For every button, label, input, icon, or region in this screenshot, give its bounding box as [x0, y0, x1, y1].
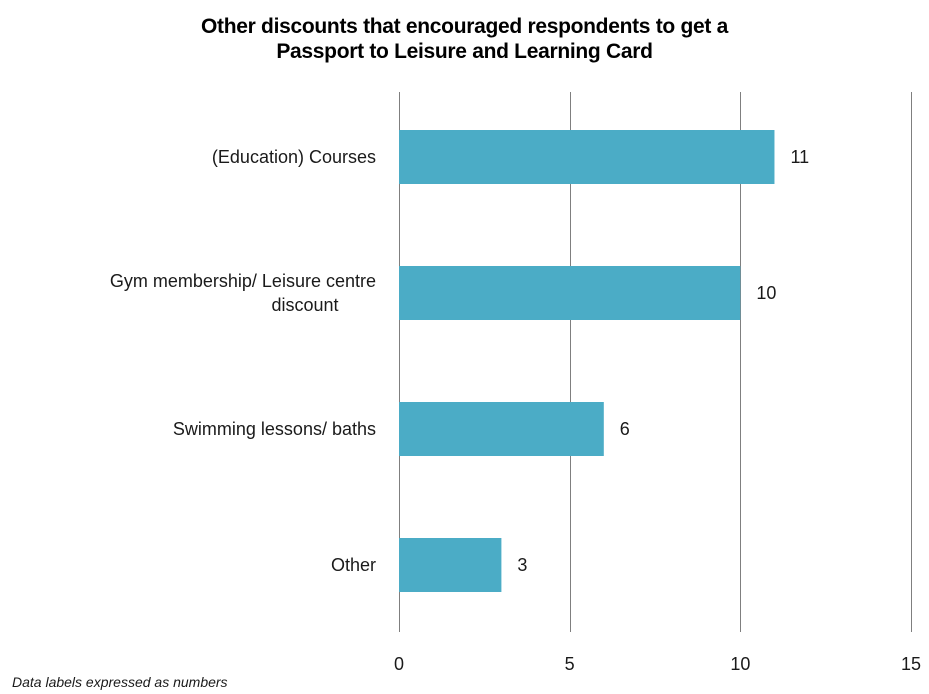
bars — [399, 130, 775, 592]
bar — [399, 538, 502, 592]
x-tick-label: 0 — [394, 654, 404, 674]
x-tick-labels: 0 5 10 15 — [394, 654, 921, 674]
x-tick-label: 10 — [730, 654, 750, 674]
chart-title-line-2: Passport to Leisure and Learning Card — [276, 40, 653, 63]
data-label: 11 — [790, 147, 809, 167]
chart-footnote: Data labels expressed as numbers — [12, 674, 228, 690]
bar — [399, 130, 775, 184]
category-label-line: Gym membership/ Leisure centre — [110, 271, 376, 291]
chart-title-line-1: Other discounts that encouraged responde… — [201, 15, 728, 38]
data-label: 3 — [517, 555, 527, 575]
data-labels: 11 10 6 3 — [517, 147, 809, 575]
x-tick-label: 15 — [901, 654, 921, 674]
data-label: 10 — [756, 283, 776, 303]
x-tick-label: 5 — [565, 654, 575, 674]
bar — [399, 402, 604, 456]
category-labels: (Education) Courses Gym membership/ Leisu… — [110, 147, 376, 575]
category-label: (Education) Courses — [212, 147, 376, 167]
category-label-line: discount — [271, 295, 338, 315]
data-label: 6 — [620, 419, 630, 439]
category-label: Other — [331, 555, 376, 575]
category-label: Swimming lessons/ baths — [173, 419, 376, 439]
chart-title: Other discounts that encouraged responde… — [0, 14, 929, 64]
category-label: Gym membership/ Leisure centre discount — [110, 271, 376, 315]
bar — [399, 266, 741, 320]
